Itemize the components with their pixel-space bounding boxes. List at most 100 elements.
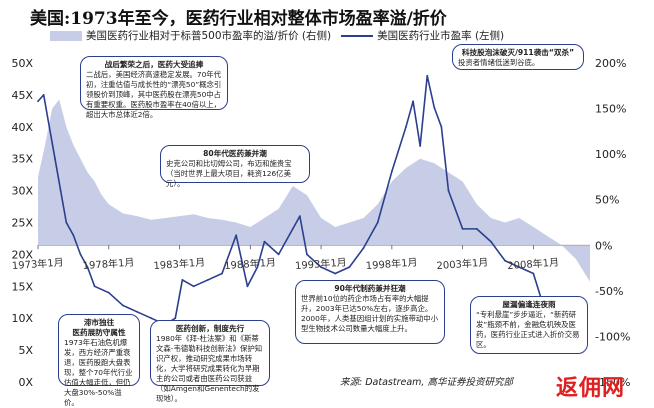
chart-axes: 0X 5X 10X 15X 20X 25X 30X 35X 40X 45X 50X -150% -100… (11, 57, 630, 389)
y-right-tick-label: -50% (595, 285, 623, 298)
x-tick-label: 2008年1月 (507, 256, 560, 273)
pe-line-point (518, 266, 521, 269)
annotation-postwar-body: 二战后，美国经济高速稳定发展。70年代初，注重估值与成长性的“漂亮50”概念引领… (86, 70, 222, 119)
pe-line-point (122, 304, 124, 307)
premium-area (38, 99, 590, 282)
pe-line-point (291, 227, 294, 230)
x-tick-label: 1988年1月 (224, 256, 277, 273)
pe-line-point (59, 189, 62, 192)
x-tick-label: 1993年1月 (295, 256, 348, 273)
annotation-90s-mergers-body2: 2000年，人类基因组计划的实施带动中小型生物技术公司数量大幅度上升。 (301, 314, 439, 333)
annotation-patent-cliff-title: 屋漏偏逢连夜雨 (502, 300, 556, 309)
y-left-tick-label: 10X (11, 312, 33, 325)
y-right-tick-label: 150% (595, 103, 626, 116)
annotation-tech-bubble: 科技股泡沫破灭/911袭击“双杀” 投资者情绪低迷到谷底。 (452, 44, 584, 70)
premium-area-layer (38, 99, 590, 282)
y-right-tick-label: -150% (595, 376, 630, 389)
pe-line-point (277, 253, 280, 256)
pe-line-point (54, 157, 56, 160)
pe-line-point (136, 310, 138, 313)
pe-line-point (390, 170, 393, 173)
pe-line-point (532, 272, 535, 275)
annotation-90s-mergers-title: 90年代制药兼并狂潮 (334, 284, 406, 293)
annotation-90s-mergers: 90年代制药兼并狂潮 世界前10位的药企市场占有率的大幅提升，2003年已达50… (295, 280, 445, 344)
y-right-tick-label: 100% (595, 148, 626, 161)
annotation-stagflation-body: 1973年石油危机爆发，西方经济严重衰退，医药股跑大盘表现，整个70年代行业估值… (64, 338, 133, 407)
legend-line-label: 美国医药行业市盈率 (左侧) (377, 30, 505, 42)
pe-line-point (426, 74, 429, 77)
annotation-innovation-title: 医药创新，制度先行 (175, 324, 245, 333)
pe-line-point (79, 253, 82, 256)
y-right-tick-label: 0% (595, 239, 612, 252)
annotation-patent-cliff: 屋漏偏逢连夜雨 “专利悬崖”步步逼近，“新药研发”瓶颈不前，金融危机殃及医药，医… (470, 296, 588, 354)
annotation-patent-cliff-body: “专利悬崖”步步逼近，“新药研发”瓶颈不前，金融危机殃及医药，医药行业正式进入折… (476, 310, 580, 349)
pe-line-point (206, 279, 209, 281)
pe-line-point (235, 234, 238, 237)
pe-line-point (412, 100, 414, 103)
annotation-innovation: 医药创新，制度先行 1980年《拜-杜法案》和《斯蒂文森-韦德勒科技创新法》保护… (150, 320, 270, 403)
y-left-tick-label: 0X (18, 376, 33, 389)
y-right-tick-label: 200% (595, 57, 626, 70)
pe-line-point (192, 285, 195, 288)
x-tick-label: 1978年1月 (82, 256, 135, 273)
pe-line-point (174, 317, 177, 320)
pe-line-point (93, 285, 96, 288)
pe-line-point (246, 285, 249, 288)
pe-line-point (475, 227, 478, 230)
legend-area-label: 美国医药行业相对于标普500市盈率的溢/折价 (右侧) (86, 30, 332, 42)
legend-line-item: 美国医药行业市盈率 (左侧) (341, 28, 504, 43)
y-left-tick-label: 20X (11, 248, 33, 261)
source-note: 来源: Datastream, 高华证券投资研究部 (340, 377, 513, 388)
pe-line-point (433, 106, 436, 109)
pe-line-point (461, 227, 464, 230)
pe-line-point (504, 259, 506, 262)
annotation-postwar: 战后繁荣之后，医药大受追捧 二战后，美国经济高速稳定发展。70年代初，注重估值与… (80, 56, 228, 119)
annotation-tech-bubble-body: 投资者情绪低迷到谷底。 (458, 58, 540, 67)
pe-line-point (298, 215, 301, 218)
y-left-tick-label: 45X (11, 89, 33, 102)
pe-line-point (150, 317, 153, 320)
pe-line-point (440, 125, 443, 128)
annotation-stagflation-title: 滞市独往 (83, 318, 115, 327)
x-tick-label: 1973年1月 (11, 256, 64, 273)
legend-line-swatch (341, 34, 374, 37)
pe-line-point (37, 100, 39, 103)
pe-line-point (42, 94, 45, 96)
y-left-tick-label: 25X (11, 217, 33, 230)
pe-line-point (263, 240, 266, 243)
pe-line-point (320, 266, 322, 269)
pe-line-point (181, 279, 184, 281)
pe-line-point (221, 272, 223, 275)
x-tick-label: 1998年1月 (365, 256, 418, 273)
pe-line-point (490, 240, 492, 243)
pe-line-point (86, 266, 89, 269)
pe-line-point (107, 291, 110, 294)
pe-line-point (72, 234, 75, 237)
annotation-80s-mergers: 80年代医药兼并潮 史克公司和比切姆公司，布迈和施贵宝（当时世界上最大项目，耗资… (160, 145, 310, 188)
pe-line-point (65, 221, 68, 224)
pe-line-point (256, 266, 259, 269)
watermark: 返佣网 (556, 376, 626, 401)
y-left-tick-label: 30X (11, 185, 33, 198)
x-tick-label: 1983年1月 (153, 256, 206, 273)
legend-area-item: 美国医药行业相对于标普500市盈率的溢/折价 (右侧) (50, 28, 331, 43)
legend-area-swatch (50, 30, 82, 41)
pe-line-point (447, 189, 450, 192)
annotation-80s-mergers-title: 80年代医药兼并潮 (203, 149, 267, 158)
chart-legend: 美国医药行业相对于标普500市盈率的溢/折价 (右侧) 美国医药行业市盈率 (左… (50, 28, 504, 43)
pe-line-point (362, 247, 365, 249)
annotation-postwar-title: 战后繁荣之后，医药大受追捧 (104, 60, 204, 69)
pe-line (37, 74, 587, 326)
x-tick-label: 2003年1月 (436, 256, 489, 273)
annotation-stagflation: 滞市独往 医药展防守属性 1973年石油危机爆发，西方经济严重衰退，医药股跑大盘… (58, 314, 140, 407)
annotation-innovation-body: 1980年《拜-杜法案》和《斯蒂文森-韦德勒科技创新法》保护知识产权，推动研究成… (156, 334, 263, 403)
pe-line-layer (37, 74, 587, 326)
annotation-tech-bubble-title: 科技股泡沫破灭/911袭击“双杀” (461, 48, 575, 57)
pe-line-point (348, 266, 351, 269)
pe-line-point (48, 125, 51, 128)
annotation-80s-mergers-body: 史克公司和比切姆公司，布迈和施贵宝（当时世界上最大项目，耗资126亿美元）。 (166, 159, 292, 188)
y-left-tick-label: 15X (11, 280, 33, 293)
annotation-90s-mergers-body: 世界前10位的药企市场占有率的大幅提升，2003年已达50%左右，逐步高企。 (301, 294, 433, 313)
y-right-tick-label: 50% (595, 194, 619, 207)
